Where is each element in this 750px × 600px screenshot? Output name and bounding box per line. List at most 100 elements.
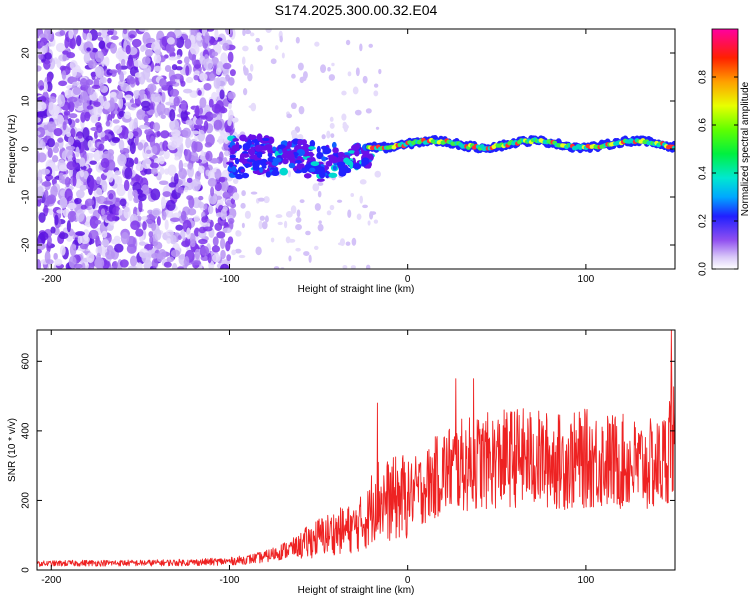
signal-blob bbox=[354, 143, 360, 150]
snr-y-ticks: 0 200 400 600 bbox=[21, 353, 675, 573]
noise-blob bbox=[146, 78, 153, 83]
noise-blob bbox=[37, 137, 43, 149]
noise-blob bbox=[331, 62, 335, 67]
noise-blob bbox=[141, 215, 148, 221]
noise-blob bbox=[151, 207, 162, 217]
signal-blob bbox=[241, 172, 250, 179]
signal-blob bbox=[256, 133, 263, 142]
noise-blob bbox=[56, 209, 65, 214]
noise-blob bbox=[76, 35, 82, 47]
noise-blob bbox=[169, 119, 180, 132]
noise-blob bbox=[373, 90, 379, 97]
signal-blob bbox=[297, 139, 303, 147]
noise-blob bbox=[61, 70, 67, 80]
noise-blob bbox=[116, 91, 124, 100]
noise-blob bbox=[362, 204, 368, 209]
noise-blob bbox=[308, 254, 312, 263]
noise-blob bbox=[220, 180, 229, 192]
noise-blob bbox=[242, 45, 249, 52]
noise-blob bbox=[210, 113, 217, 118]
signal-blob bbox=[320, 145, 328, 150]
noise-blob bbox=[265, 29, 272, 34]
noise-blob bbox=[350, 265, 356, 269]
noise-blob bbox=[53, 128, 63, 137]
signal-blob bbox=[332, 147, 339, 154]
noise-blob bbox=[63, 110, 71, 116]
noise-blob bbox=[129, 76, 136, 85]
noise-blob bbox=[352, 86, 359, 95]
noise-blob bbox=[144, 128, 154, 136]
noise-blob bbox=[199, 55, 206, 65]
noise-blob bbox=[164, 168, 170, 175]
noise-blob bbox=[270, 58, 277, 65]
noise-blob bbox=[164, 219, 169, 231]
noise-blob bbox=[133, 59, 142, 67]
x-tick-label: -200 bbox=[41, 575, 61, 586]
noise-blob bbox=[220, 237, 226, 250]
noise-blob bbox=[234, 248, 242, 254]
noise-blob bbox=[149, 236, 154, 244]
noise-blob bbox=[165, 229, 174, 237]
noise-blob bbox=[98, 29, 108, 38]
noise-blob bbox=[150, 162, 159, 169]
noise-blob bbox=[177, 235, 182, 241]
noise-blob bbox=[175, 224, 184, 231]
colorbar-tick-label: 0.2 bbox=[698, 214, 709, 228]
noise-blob bbox=[118, 208, 123, 216]
noise-blob bbox=[137, 142, 144, 151]
noise-blob bbox=[45, 259, 54, 265]
noise-blob bbox=[296, 209, 301, 218]
noise-blob bbox=[100, 208, 106, 216]
noise-blob bbox=[241, 190, 246, 197]
noise-blob bbox=[227, 51, 234, 63]
noise-blob bbox=[37, 238, 40, 245]
noise-blob bbox=[127, 265, 138, 269]
noise-blob bbox=[185, 136, 192, 149]
noise-blob bbox=[170, 129, 181, 137]
x-tick-label: 0 bbox=[405, 274, 411, 285]
signal-blob bbox=[354, 149, 360, 157]
signal-blob bbox=[235, 173, 244, 180]
noise-blob bbox=[67, 96, 78, 103]
noise-blob bbox=[183, 255, 190, 267]
noise-blob bbox=[54, 258, 63, 266]
noise-blob bbox=[231, 249, 237, 256]
noise-blob bbox=[94, 50, 105, 63]
noise-blob bbox=[103, 100, 110, 110]
noise-blob bbox=[138, 200, 143, 213]
noise-blob bbox=[232, 192, 240, 201]
noise-blob bbox=[81, 262, 86, 269]
x-tick-label: -200 bbox=[41, 274, 61, 285]
noise-blob bbox=[208, 192, 218, 205]
noise-blob bbox=[205, 150, 213, 162]
noise-blob bbox=[95, 245, 106, 256]
noise-blob bbox=[121, 126, 129, 140]
noise-blob bbox=[96, 176, 102, 185]
noise-blob bbox=[257, 44, 263, 52]
noise-blob bbox=[138, 89, 146, 95]
spectrogram-y-ticks: -20 -10 0 10 20 bbox=[21, 47, 675, 252]
noise-blob bbox=[297, 134, 304, 141]
signal-blob bbox=[228, 162, 234, 168]
noise-blob bbox=[58, 232, 69, 240]
noise-blob bbox=[54, 214, 59, 226]
signal-blob bbox=[277, 144, 286, 149]
signal-blob bbox=[287, 140, 292, 148]
noise-blob bbox=[99, 82, 104, 90]
noise-blob bbox=[180, 210, 187, 222]
signal-blob bbox=[316, 178, 325, 182]
noise-blob bbox=[106, 245, 114, 252]
noise-blob bbox=[156, 102, 166, 116]
noise-blob bbox=[37, 101, 47, 112]
noise-blob bbox=[119, 259, 129, 268]
noise-blob bbox=[67, 136, 74, 146]
noise-blob bbox=[177, 186, 184, 194]
noise-blob bbox=[37, 152, 47, 163]
snr-y-label: SNR (10 * v/v) bbox=[7, 418, 18, 482]
noise-blob bbox=[73, 263, 83, 269]
signal-blob bbox=[306, 157, 314, 162]
noise-blob bbox=[229, 69, 236, 77]
noise-blob bbox=[159, 167, 165, 175]
noise-blob bbox=[62, 54, 67, 62]
noise-blob bbox=[43, 189, 49, 199]
